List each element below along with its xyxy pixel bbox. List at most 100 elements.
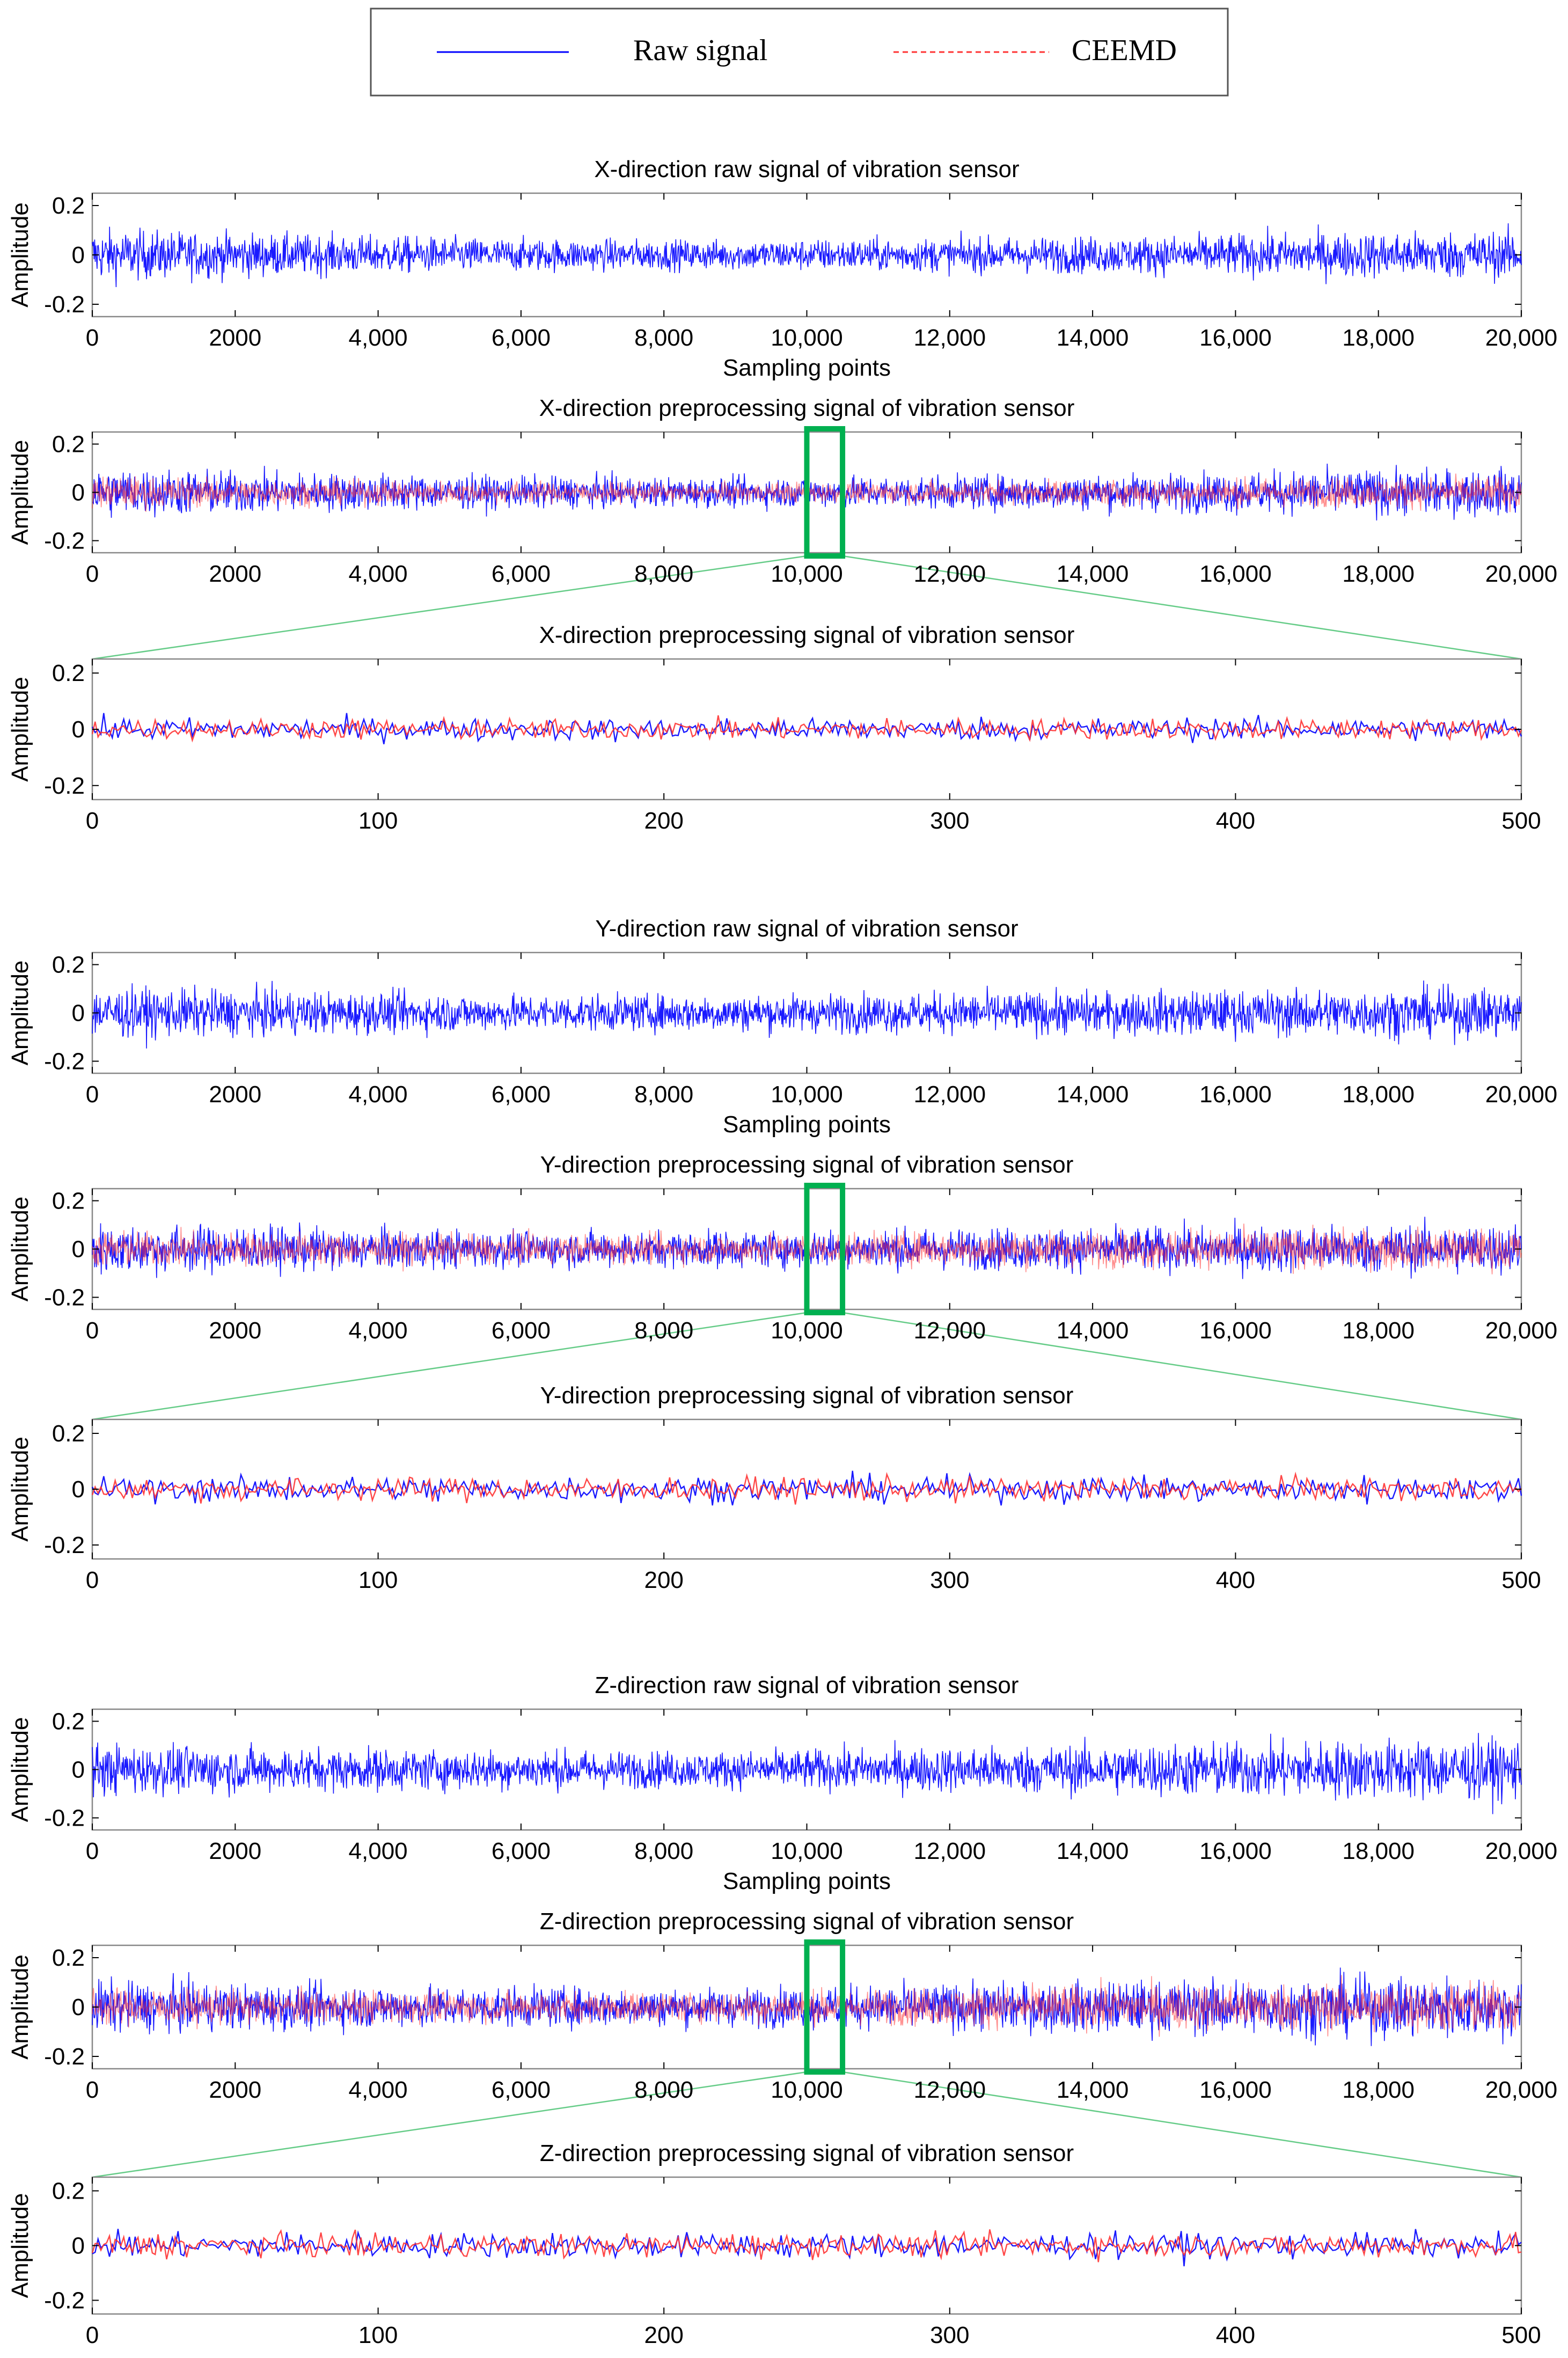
x-tick-label: 4,000 [349, 561, 408, 587]
legend-ceemd-label: CEEMD [1072, 34, 1177, 67]
y-tick-label: 0 [72, 716, 85, 743]
x-tick-label: 10,000 [771, 1081, 843, 1108]
y-tick-label: 0 [72, 1000, 85, 1027]
panel-title: Y-direction preprocessing signal of vibr… [540, 1152, 1074, 1178]
y-tick-label: -0.2 [44, 1049, 85, 1075]
x-tick-label: 400 [1216, 808, 1255, 834]
series-raw-line [92, 1733, 1522, 1814]
x-tick-label: 16,000 [1199, 1081, 1272, 1108]
x-tick-label: 8,000 [634, 325, 693, 351]
x-tick-label: 10,000 [771, 561, 843, 587]
x-axis-label: Sampling points [723, 1868, 891, 1894]
plot-frame [91, 951, 1522, 1074]
zoom-box [804, 426, 846, 559]
panel-title: X-direction preprocessing signal of vibr… [539, 622, 1075, 648]
panel-y-pre: 0 2000 4,000 6,000 8,000 10,000 12,000 14,000 16… [7, 1152, 1557, 1344]
y-tick-label: -0.2 [44, 2044, 85, 2070]
x-tick-label: 14,000 [1057, 325, 1129, 351]
y-tick-label: -0.2 [44, 1285, 85, 1311]
x-tick-label: 100 [358, 808, 398, 834]
x-tick-label: 300 [930, 2322, 969, 2348]
zoom-box [804, 1183, 846, 1315]
panel-y-raw: 0 2000 4,000 6,000 8,000 10,000 12,000 14,000 16… [7, 916, 1557, 1138]
x-tick-label: 12,000 [914, 561, 986, 587]
panel-title: Z-direction preprocessing signal of vibr… [540, 1908, 1074, 1935]
y-tick-label: 0 [72, 480, 85, 506]
x-tick-label: 12,000 [914, 325, 986, 351]
y-tick-label: 0 [72, 1476, 85, 1503]
x-tick-label: 20,000 [1485, 325, 1558, 351]
x-tick-label: 6,000 [492, 1317, 551, 1344]
x-tick-label: 6,000 [492, 325, 551, 351]
x-tick-label: 200 [644, 2322, 683, 2348]
zoom-connector-right [842, 2071, 1522, 2178]
y-tick-label: 0.2 [52, 1709, 85, 1735]
x-tick-label: 18,000 [1342, 1081, 1415, 1108]
x-tick-label: 18,000 [1342, 1838, 1415, 1864]
y-tick-label: -0.2 [44, 773, 85, 799]
panel-z-pre: 0 2000 4,000 6,000 8,000 10,000 12,000 14,000 16… [7, 1908, 1557, 2103]
x-tick-label: 14,000 [1057, 2077, 1129, 2103]
x-tick-label: 0 [86, 1838, 99, 1864]
panel-title: X-direction raw signal of vibration sens… [594, 156, 1019, 182]
series-ceemd-line [91, 715, 1522, 743]
y-tick-label: 0 [72, 2233, 85, 2259]
x-axis-label: Sampling points [723, 355, 891, 381]
y-tick-label: 0.2 [52, 2178, 85, 2205]
x-tick-label: 12,000 [914, 1081, 986, 1108]
panel-z-raw: 0 2000 4,000 6,000 8,000 10,000 12,000 14,000 16… [7, 1672, 1557, 1894]
x-tick-label: 20,000 [1485, 561, 1558, 587]
y-tick-label: 0.2 [52, 660, 85, 686]
x-tick-label: 8,000 [634, 1081, 693, 1108]
plot-frame [91, 658, 1522, 801]
x-tick-label: 16,000 [1199, 325, 1272, 351]
panel-title: Z-direction raw signal of vibration sens… [595, 1672, 1019, 1698]
x-tick-label: 2000 [209, 1081, 261, 1108]
x-tick-label: 6,000 [492, 1081, 551, 1108]
x-tick-label: 2000 [209, 1317, 261, 1344]
x-tick-label: 200 [644, 1567, 683, 1593]
x-tick-label: 18,000 [1342, 2077, 1415, 2103]
y-tick-label: -0.2 [44, 1805, 85, 1832]
panel-title: Y-direction raw signal of vibration sens… [595, 916, 1018, 942]
x-tick-label: 4,000 [349, 2077, 408, 2103]
panel-x-raw: 0 2000 4,000 6,000 8,000 10,000 12,000 14,000 16… [7, 156, 1557, 381]
x-tick-label: 8,000 [634, 1838, 693, 1864]
zoom-connector-right [842, 555, 1522, 660]
x-tick-label: 300 [930, 808, 969, 834]
x-tick-label: 4,000 [349, 1317, 408, 1344]
x-tick-label: 16,000 [1199, 1838, 1272, 1864]
x-tick-label: 14,000 [1057, 1838, 1129, 1864]
x-tick-label: 100 [358, 2322, 398, 2348]
y-axis-label: Amplitude [7, 1197, 33, 1302]
y-tick-label: -0.2 [44, 528, 85, 554]
x-tick-label: 10,000 [771, 325, 843, 351]
x-tick-label: 4,000 [349, 325, 408, 351]
zoom-connector-left [92, 555, 807, 660]
x-tick-label: 14,000 [1057, 561, 1129, 587]
y-axis-label: Amplitude [7, 1954, 33, 2060]
series-ceemd-line [91, 2229, 1522, 2262]
y-tick-label: 0.2 [52, 193, 85, 219]
panels: 0 2000 4,000 6,000 8,000 10,000 12,000 14,000 16… [7, 156, 1557, 2348]
x-tick-label: 20,000 [1485, 1081, 1558, 1108]
panel-x-pre: 0 2000 4,000 6,000 8,000 10,000 12,000 14,000 16… [7, 395, 1557, 587]
x-tick-label: 0 [86, 2322, 99, 2348]
x-tick-label: 10,000 [771, 1317, 843, 1344]
x-tick-label: 300 [930, 1567, 969, 1593]
y-tick-label: -0.2 [44, 2288, 85, 2314]
x-tick-label: 0 [86, 561, 99, 587]
x-tick-label: 14,000 [1057, 1317, 1129, 1344]
series-ceemd-line [91, 1471, 1522, 1505]
y-axis-label: Amplitude [7, 2193, 33, 2298]
y-axis-label: Amplitude [7, 1717, 33, 1822]
x-tick-label: 0 [86, 2077, 99, 2103]
x-tick-label: 400 [1216, 1567, 1255, 1593]
x-tick-label: 2000 [209, 2077, 261, 2103]
x-tick-label: 16,000 [1199, 561, 1272, 587]
x-tick-label: 6,000 [492, 561, 551, 587]
